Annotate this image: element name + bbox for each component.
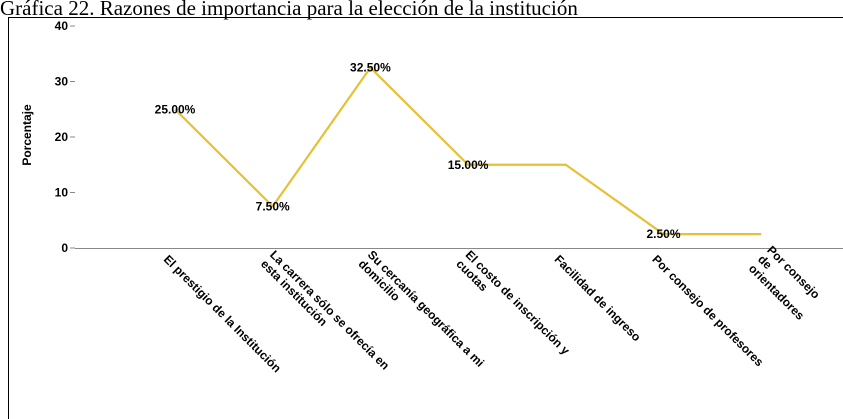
y-tick-label: 40 <box>55 19 69 33</box>
y-tick-label: 20 <box>55 130 69 144</box>
svg-text:Por consejodeorientadores: Por consejodeorientadores <box>746 243 826 323</box>
chart-frame <box>8 17 843 419</box>
data-label: 15.00% <box>448 158 489 172</box>
data-label: 7.50% <box>256 199 290 213</box>
y-tick-label: 10 <box>55 186 69 200</box>
page-title: Gráfica 22. Razones de importancia para … <box>0 0 578 20</box>
svg-text:Facilidad de ingreso: Facilidad de ingreso <box>552 252 644 344</box>
data-label: 32.50% <box>350 61 391 75</box>
x-tick-label: Facilidad de ingreso <box>552 252 644 344</box>
y-tick-label: 30 <box>55 75 69 89</box>
y-tick-label: 0 <box>61 241 68 255</box>
y-axis-label: Porcentaje <box>20 104 34 166</box>
data-label: 25.00% <box>155 102 196 116</box>
data-label: 2.50% <box>646 227 680 241</box>
x-tick-label: Por consejodeorientadores <box>746 243 826 323</box>
